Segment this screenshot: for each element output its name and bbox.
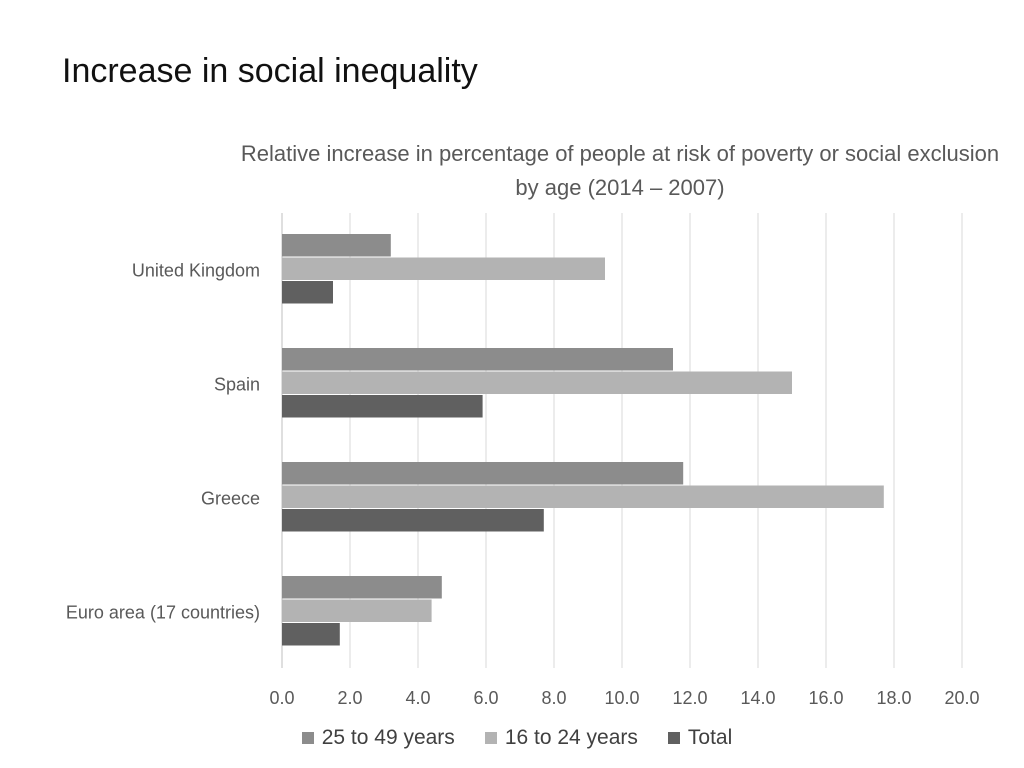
bar xyxy=(282,576,442,599)
slide-title: Increase in social inequality xyxy=(62,52,478,90)
legend-label-25-to-49: 25 to 49 years xyxy=(321,726,455,749)
legend-swatch-total xyxy=(667,732,680,744)
legend-label-total: Total xyxy=(687,726,733,749)
legend-label-16-to-24: 16 to 24 years xyxy=(504,726,638,749)
bar xyxy=(282,485,884,508)
legend-item-25-to-49: 25 to 49 years xyxy=(301,726,455,750)
x-tick-label: 18.0 xyxy=(876,688,911,708)
bar xyxy=(282,462,684,485)
bar xyxy=(282,234,391,257)
legend-swatch-16-to-24 xyxy=(484,732,497,744)
legend-swatch-25-to-49 xyxy=(301,732,314,744)
category-label: Greece xyxy=(201,488,260,508)
bar xyxy=(282,281,333,304)
bar xyxy=(282,257,605,280)
x-tick-label: 4.0 xyxy=(405,688,430,708)
bar xyxy=(282,348,673,371)
x-tick-label: 10.0 xyxy=(604,688,639,708)
bar xyxy=(282,371,792,394)
chart-title: Relative increase in percentage of peopl… xyxy=(240,141,1000,200)
category-label: Spain xyxy=(214,374,260,394)
chart-legend: 25 to 49 years 16 to 24 years Total xyxy=(0,726,1024,750)
x-tick-label: 6.0 xyxy=(473,688,498,708)
x-tick-label: 16.0 xyxy=(808,688,843,708)
x-tick-label: 12.0 xyxy=(672,688,707,708)
bar xyxy=(282,623,340,646)
x-tick-label: 8.0 xyxy=(541,688,566,708)
bar xyxy=(282,509,544,532)
category-label: Euro area (17 countries) xyxy=(66,602,260,622)
bar xyxy=(282,395,483,418)
x-tick-label: 0.0 xyxy=(269,688,294,708)
category-label: United Kingdom xyxy=(132,260,260,280)
x-tick-label: 20.0 xyxy=(944,688,979,708)
x-tick-label: 14.0 xyxy=(740,688,775,708)
x-tick-label: 2.0 xyxy=(337,688,362,708)
legend-item-16-to-24: 16 to 24 years xyxy=(484,726,638,750)
bar xyxy=(282,599,432,622)
legend-item-total: Total xyxy=(667,726,733,750)
